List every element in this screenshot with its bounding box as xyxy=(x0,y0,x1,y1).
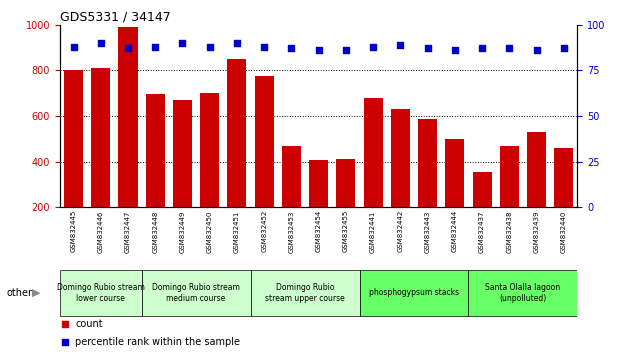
Point xyxy=(558,46,569,51)
Text: Santa Olalla lagoon
(unpolluted): Santa Olalla lagoon (unpolluted) xyxy=(485,283,560,303)
Point xyxy=(531,47,541,53)
Text: GSM832449: GSM832449 xyxy=(179,210,186,252)
Bar xyxy=(363,98,382,207)
Text: GSM832445: GSM832445 xyxy=(71,210,76,252)
Text: GSM832452: GSM832452 xyxy=(261,210,267,252)
Point xyxy=(96,40,106,46)
Bar xyxy=(173,100,192,207)
Point xyxy=(69,44,79,50)
Bar xyxy=(146,94,165,207)
Point xyxy=(204,44,215,50)
Text: GSM832441: GSM832441 xyxy=(370,210,376,252)
Point xyxy=(477,46,487,51)
Point xyxy=(314,47,324,53)
Point xyxy=(232,250,242,255)
Point xyxy=(423,46,433,51)
Text: GSM832455: GSM832455 xyxy=(343,210,349,252)
FancyBboxPatch shape xyxy=(141,270,251,316)
FancyBboxPatch shape xyxy=(360,270,468,316)
Point xyxy=(395,42,405,48)
Point xyxy=(232,88,242,94)
Bar xyxy=(500,145,519,207)
Text: ▶: ▶ xyxy=(32,288,40,298)
Point xyxy=(450,47,460,53)
Bar xyxy=(473,172,492,207)
Point xyxy=(341,47,351,53)
Bar xyxy=(418,119,437,207)
Text: Domingo Rubio
stream upper course: Domingo Rubio stream upper course xyxy=(265,283,345,303)
Bar xyxy=(91,68,110,207)
Bar xyxy=(255,76,274,207)
Text: phosphogypsum stacks: phosphogypsum stacks xyxy=(369,289,459,297)
Point xyxy=(177,40,187,46)
Point xyxy=(232,40,242,46)
Bar xyxy=(64,70,83,207)
Text: GSM832454: GSM832454 xyxy=(316,210,322,252)
Bar xyxy=(119,27,138,207)
Text: GSM832453: GSM832453 xyxy=(288,210,295,252)
Text: percentile rank within the sample: percentile rank within the sample xyxy=(76,337,240,347)
FancyBboxPatch shape xyxy=(251,270,360,316)
Bar xyxy=(309,160,328,207)
Text: GSM832438: GSM832438 xyxy=(506,210,512,253)
Text: other: other xyxy=(6,288,32,298)
Text: Domingo Rubio stream
medium course: Domingo Rubio stream medium course xyxy=(152,283,240,303)
Bar xyxy=(391,109,410,207)
FancyBboxPatch shape xyxy=(468,270,577,316)
Bar xyxy=(336,159,355,207)
Point xyxy=(150,44,160,50)
Text: GSM832446: GSM832446 xyxy=(98,210,103,252)
Text: GSM832437: GSM832437 xyxy=(479,210,485,253)
Point xyxy=(123,46,133,51)
Bar xyxy=(445,139,464,207)
Point xyxy=(286,46,297,51)
Point xyxy=(368,44,378,50)
Point xyxy=(504,46,514,51)
Bar xyxy=(527,132,546,207)
Text: GSM832444: GSM832444 xyxy=(452,210,458,252)
Text: Domingo Rubio stream
lower course: Domingo Rubio stream lower course xyxy=(57,283,144,303)
Bar xyxy=(227,59,247,207)
Point xyxy=(259,44,269,50)
Bar xyxy=(554,148,574,207)
Text: GSM832448: GSM832448 xyxy=(152,210,158,252)
Text: count: count xyxy=(76,319,103,329)
Text: GSM832440: GSM832440 xyxy=(561,210,567,252)
Bar xyxy=(282,145,301,207)
Text: GSM832450: GSM832450 xyxy=(207,210,213,252)
Bar xyxy=(200,93,219,207)
Text: GSM832442: GSM832442 xyxy=(398,210,403,252)
Text: GDS5331 / 34147: GDS5331 / 34147 xyxy=(60,11,171,24)
FancyBboxPatch shape xyxy=(60,270,141,316)
Text: GSM832443: GSM832443 xyxy=(425,210,430,252)
Text: GSM832447: GSM832447 xyxy=(125,210,131,252)
Text: GSM832439: GSM832439 xyxy=(534,210,540,253)
Text: GSM832451: GSM832451 xyxy=(234,210,240,252)
